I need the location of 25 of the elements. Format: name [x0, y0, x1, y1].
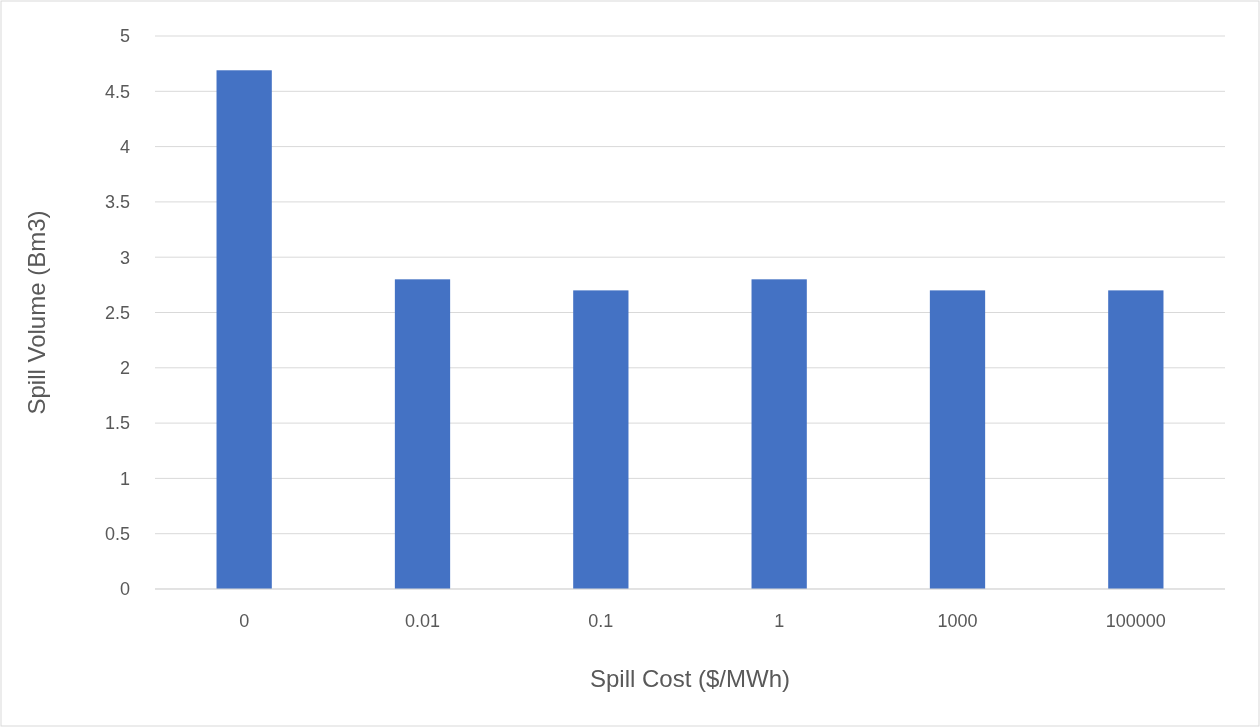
x-tick-label: 1000 [937, 611, 978, 631]
y-tick-label: 5 [119, 26, 130, 47]
y-tick-label: 0.5 [104, 524, 130, 544]
y-tick-label: 2 [119, 358, 130, 379]
y-tick-label: 1 [119, 468, 130, 489]
bar [394, 279, 451, 589]
x-tick-label: 0.01 [404, 611, 441, 631]
x-tick-label: 1 [774, 611, 785, 631]
y-tick-label: 3.5 [104, 192, 130, 213]
y-tick-label: 0 [119, 579, 130, 600]
x-tick-label: 0 [239, 611, 250, 631]
y-tick-label: 1.5 [104, 413, 130, 434]
bar [573, 290, 629, 589]
x-tick-label: 0.1 [588, 611, 614, 631]
y-tick-label: 4.5 [104, 81, 130, 102]
y-tick-label: 4 [119, 136, 130, 157]
y-tick-label: 2.5 [104, 302, 130, 323]
y-tick-label: 3 [119, 247, 130, 268]
bar [929, 290, 986, 589]
x-tick-label: 100000 [1105, 611, 1166, 631]
y-axis-title: Spill Volume (Bm3) [23, 210, 50, 415]
bar [1108, 290, 1164, 589]
x-axis-title: Spill Cost ($/MWh) [589, 665, 791, 692]
bar [216, 70, 272, 589]
bar [751, 279, 807, 589]
